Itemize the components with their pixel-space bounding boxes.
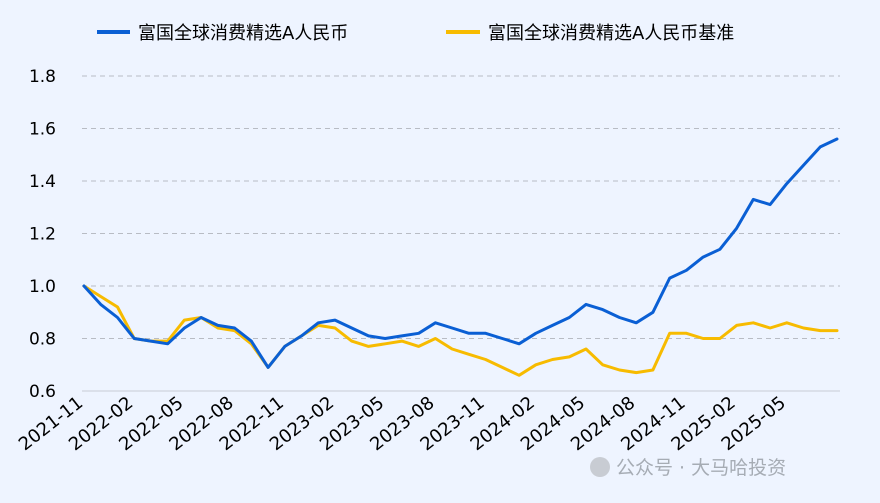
watermark-text: 公众号 · 大马哈投资 [616,457,786,479]
series-line-1 [82,137,839,369]
x-axis-ticks: 2021-112022-022022-052022-082022-112023-… [15,392,790,455]
y-tick-label: 0.8 [29,330,56,350]
y-tick-label: 1.8 [29,67,56,87]
y-axis-ticks: 0.6 0.8 1.0 1.2 1.4 1.6 1.8 [29,67,56,402]
legend-label-series-2: 富国全球消费精选A人民币基准 [488,23,734,44]
gridlines [82,75,840,339]
y-tick-label: 1.6 [29,120,56,140]
legend-label-series-1: 富国全球消费精选A人民币 [138,23,348,44]
wechat-icon [590,457,610,477]
series-lines [82,137,839,377]
legend: 富国全球消费精选A人民币 富国全球消费精选A人民币基准 [97,23,734,44]
y-tick-label: 1.0 [29,277,56,297]
y-tick-label: 0.6 [29,382,56,402]
y-tick-label: 1.4 [29,172,56,192]
y-tick-label: 1.2 [29,225,56,245]
watermark: 公众号 · 大马哈投资 [590,457,786,479]
